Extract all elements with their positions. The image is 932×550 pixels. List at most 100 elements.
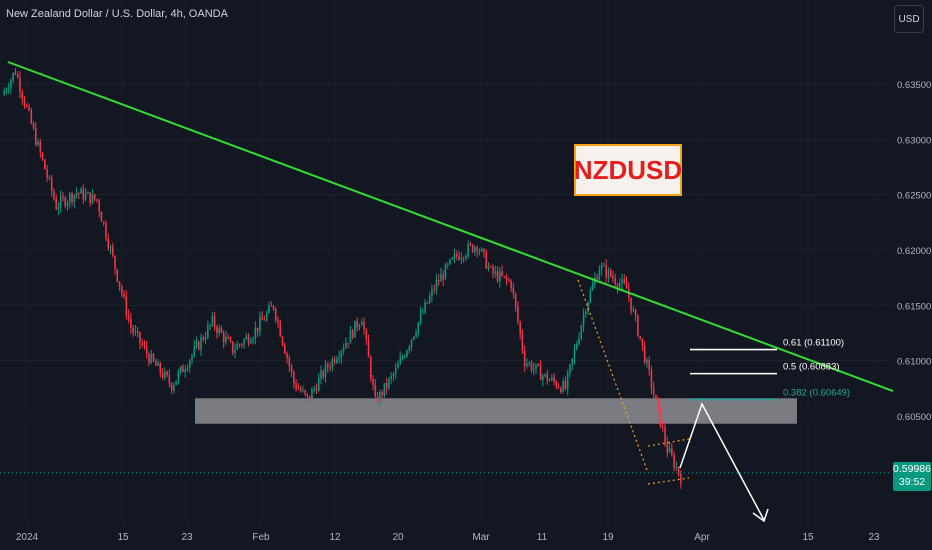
candle: [523, 345, 526, 373]
candle: [535, 363, 537, 374]
candle: [261, 311, 263, 320]
candle: [630, 297, 632, 315]
candle: [78, 192, 80, 199]
candle: [252, 336, 254, 345]
candle: [587, 301, 589, 316]
candle: [127, 309, 130, 324]
candle: [419, 306, 422, 326]
candle: [145, 340, 148, 359]
candle: [666, 436, 669, 458]
candle: [388, 377, 390, 391]
candle: [575, 340, 578, 351]
candle: [44, 158, 46, 170]
price-tick-2: 0.62500: [897, 191, 931, 202]
candle: [134, 324, 137, 336]
support-zone[interactable]: [195, 398, 797, 424]
candle: [401, 354, 404, 361]
candle: [209, 323, 211, 331]
candle: [532, 362, 535, 376]
flag-channel-top[interactable]: [647, 438, 690, 447]
candle: [116, 268, 119, 283]
candle: [424, 298, 426, 315]
descending-trendline[interactable]: [7, 61, 894, 392]
candle: [519, 320, 521, 340]
flag-channel-bottom[interactable]: [647, 477, 690, 485]
candle: [451, 256, 454, 260]
candle: [297, 383, 300, 390]
candle: [542, 373, 544, 387]
candle: [82, 184, 85, 205]
candle: [317, 373, 320, 392]
candle: [191, 353, 193, 365]
candle: [557, 382, 560, 389]
projected-path[interactable]: [679, 402, 765, 521]
candle: [336, 355, 338, 364]
currency-button[interactable]: USD: [894, 5, 924, 33]
bar-countdown: 39:52: [898, 476, 926, 488]
time-axis[interactable]: 2024 15 23 Feb 12 20 Mar 11 19 Apr 15 23: [16, 532, 880, 543]
candle: [109, 244, 112, 255]
candle: [35, 121, 37, 147]
candle: [585, 309, 587, 318]
candle: [449, 258, 451, 266]
candle: [501, 265, 503, 278]
candle: [555, 379, 558, 390]
candle: [673, 451, 675, 472]
candle: [207, 320, 209, 340]
candle: [290, 363, 293, 377]
price-tick-6: 0.60500: [897, 412, 931, 423]
candle: [431, 284, 433, 302]
candle: [474, 245, 476, 256]
candle: [53, 188, 55, 201]
candle: [7, 82, 10, 95]
candle: [12, 72, 14, 84]
candle: [121, 284, 123, 298]
candle: [517, 301, 519, 325]
price-axis[interactable]: 0.63500 0.63000 0.62500 0.62000 0.61500 0.610…: [897, 80, 931, 423]
candle: [16, 71, 19, 79]
candle: [105, 220, 107, 242]
candle: [664, 421, 666, 447]
price-tick-0: 0.63500: [897, 80, 931, 91]
candle: [677, 466, 680, 477]
candle: [360, 318, 363, 326]
decline-dotted-line[interactable]: [577, 279, 648, 471]
candle: [589, 286, 592, 304]
fib-level-label-1: 0.5 (0.60883): [783, 362, 840, 373]
candle: [489, 265, 492, 268]
candle: [62, 192, 64, 202]
candle: [338, 350, 340, 364]
candle: [102, 221, 105, 227]
candle: [512, 282, 515, 299]
candle: [392, 372, 395, 382]
candle: [582, 308, 585, 333]
candle: [238, 343, 241, 348]
candle: [483, 248, 485, 258]
price-tick-4: 0.61500: [897, 301, 931, 312]
candle: [372, 374, 374, 391]
candle: [179, 365, 182, 375]
last-price-badge: 0.59986 39:52: [893, 462, 931, 491]
candle: [369, 355, 372, 383]
candle: [148, 351, 150, 367]
candle: [329, 362, 331, 372]
candle: [358, 323, 361, 331]
candle: [440, 267, 442, 282]
candle-series: [3, 68, 682, 489]
nzdusd-text-label[interactable]: NZDUSD: [574, 144, 682, 196]
candle: [374, 378, 377, 399]
candle: [118, 281, 121, 292]
candle: [603, 262, 605, 267]
candle: [306, 393, 309, 399]
candle: [612, 270, 614, 283]
candle: [648, 356, 650, 376]
candle: [671, 443, 673, 457]
candle: [55, 194, 57, 211]
candle: [485, 249, 488, 270]
candle: [173, 382, 175, 394]
candle: [426, 301, 429, 304]
candle: [25, 103, 28, 108]
candle: [254, 321, 257, 345]
candle: [21, 88, 24, 105]
